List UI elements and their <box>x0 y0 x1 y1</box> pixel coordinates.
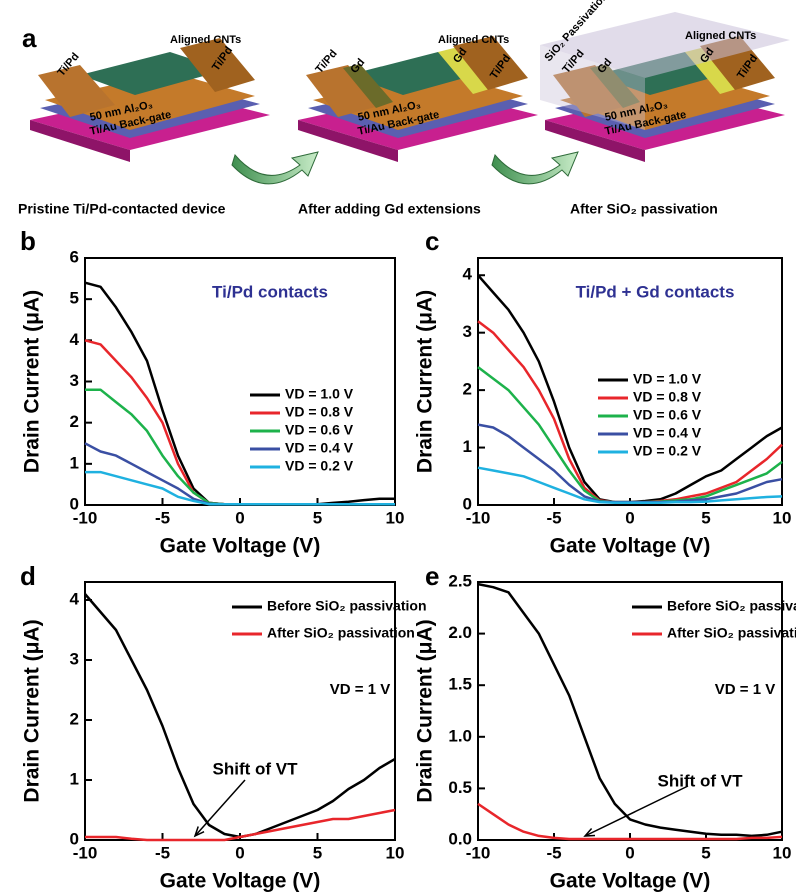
data-line <box>478 321 782 502</box>
legend-label: VD = 0.6 V <box>285 422 354 438</box>
caption: Pristine Ti/Pd-contacted device <box>18 201 226 217</box>
x-tick-label: 10 <box>773 508 792 527</box>
data-line <box>478 584 782 836</box>
panel-label: d <box>20 561 36 591</box>
legend-label: After SiO₂ passivation <box>267 625 415 641</box>
x-tick-label: 0 <box>235 843 244 862</box>
x-axis-label: Gate Voltage (V) <box>550 870 711 892</box>
y-tick-label: 4 <box>70 330 80 349</box>
legend-label: VD = 0.2 V <box>633 443 702 459</box>
x-tick-label: -5 <box>155 508 170 527</box>
annotation: Ti/Pd + Gd contacts <box>576 282 735 301</box>
x-tick-label: 5 <box>701 843 710 862</box>
legend-label: VD = 0.8 V <box>633 389 702 405</box>
legend-label: Before SiO₂ passivation <box>267 598 427 614</box>
schematic-label: Aligned CNTs <box>170 34 241 46</box>
y-tick-label: 4 <box>463 265 473 284</box>
legend-label: VD = 0.2 V <box>285 458 354 474</box>
data-line <box>478 275 782 502</box>
y-tick-label: 6 <box>70 247 79 266</box>
y-tick-label: 3 <box>463 322 472 341</box>
y-tick-label: 3 <box>70 371 79 390</box>
schematic-label: Aligned CNTs <box>438 34 509 46</box>
y-tick-label: 0.0 <box>448 829 472 848</box>
panel-label: b <box>20 226 36 256</box>
y-tick-label: 0 <box>70 829 79 848</box>
figure: a b c d e Aligned CNTs Ti/Pd Ti/Pd 50 nm… <box>0 0 796 892</box>
legend-label: VD = 0.4 V <box>285 440 354 456</box>
x-axis-label: Gate Voltage (V) <box>160 870 321 892</box>
y-tick-label: 2 <box>463 380 472 399</box>
x-tick-label: 10 <box>386 508 405 527</box>
x-tick-label: 5 <box>701 508 710 527</box>
annotation-arrow <box>195 780 245 836</box>
arrow <box>232 152 318 184</box>
device-schematic: Aligned CNTs Ti/Pd Gd Gd Ti/Pd 50 nm Al₂… <box>298 34 538 162</box>
y-axis-label: Drain Current (μA) <box>21 619 44 802</box>
plot-frame <box>478 582 782 840</box>
x-tick-label: 5 <box>313 843 322 862</box>
x-tick-label: -5 <box>546 508 561 527</box>
y-tick-label: 1.5 <box>448 675 472 694</box>
legend-label: VD = 0.8 V <box>285 404 354 420</box>
y-tick-label: 2.0 <box>448 623 472 642</box>
x-tick-label: 5 <box>313 508 322 527</box>
legend-label: VD = 0.4 V <box>633 425 702 441</box>
plot-frame <box>85 582 395 840</box>
x-tick-label: 0 <box>235 508 244 527</box>
y-axis-label: Drain Current (μA) <box>414 619 437 802</box>
annotation: VD = 1 V <box>715 681 775 698</box>
y-tick-label: 2.5 <box>448 571 472 590</box>
y-tick-label: 3 <box>70 649 79 668</box>
y-tick-label: 1.0 <box>448 726 472 745</box>
x-axis-label: Gate Voltage (V) <box>550 535 711 558</box>
annotation: Shift of VT <box>213 759 299 778</box>
caption: After SiO₂ passivation <box>570 201 718 217</box>
panel-label: e <box>425 561 439 591</box>
y-tick-label: 0 <box>70 494 79 513</box>
x-tick-label: 10 <box>386 843 405 862</box>
annotation: Ti/Pd contacts <box>212 282 328 301</box>
y-tick-label: 5 <box>70 289 79 308</box>
x-tick-label: -5 <box>546 843 561 862</box>
arrow <box>492 152 578 184</box>
y-axis-label: Drain Current (μA) <box>414 290 437 473</box>
y-tick-label: 2 <box>70 412 79 431</box>
y-tick-label: 1 <box>463 437 472 456</box>
legend-label: VD = 1.0 V <box>633 371 702 387</box>
x-tick-label: 0 <box>625 508 634 527</box>
y-tick-label: 0 <box>463 494 472 513</box>
annotation: VD = 1 V <box>330 681 390 698</box>
legend-label: After SiO₂ passivation <box>667 625 796 641</box>
panel-label: c <box>425 226 439 256</box>
y-tick-label: 1 <box>70 453 79 472</box>
y-axis-label: Drain Current (μA) <box>21 290 44 473</box>
legend-label: VD = 0.6 V <box>633 407 702 423</box>
schematic-label: Aligned CNTs <box>685 30 756 42</box>
x-tick-label: -5 <box>155 843 170 862</box>
data-line <box>478 425 782 503</box>
panel-label: a <box>22 23 37 53</box>
x-tick-label: 10 <box>773 843 792 862</box>
y-tick-label: 0.5 <box>448 778 472 797</box>
device-schematic: Aligned CNTs SiO₂ Passivation Ti/Pd Gd G… <box>540 0 790 162</box>
x-tick-label: 0 <box>625 843 634 862</box>
legend-label: Before SiO₂ passivation <box>667 598 796 614</box>
annotation: Shift of VT <box>658 771 744 790</box>
y-tick-label: 2 <box>70 709 79 728</box>
caption: After adding Gd extensions <box>298 201 481 217</box>
y-tick-label: 4 <box>70 589 80 608</box>
legend-label: VD = 1.0 V <box>285 386 354 402</box>
device-schematic: Aligned CNTs Ti/Pd Ti/Pd 50 nm Al₂O₃ Ti/… <box>30 34 270 162</box>
x-axis-label: Gate Voltage (V) <box>160 535 321 558</box>
y-tick-label: 1 <box>70 769 79 788</box>
